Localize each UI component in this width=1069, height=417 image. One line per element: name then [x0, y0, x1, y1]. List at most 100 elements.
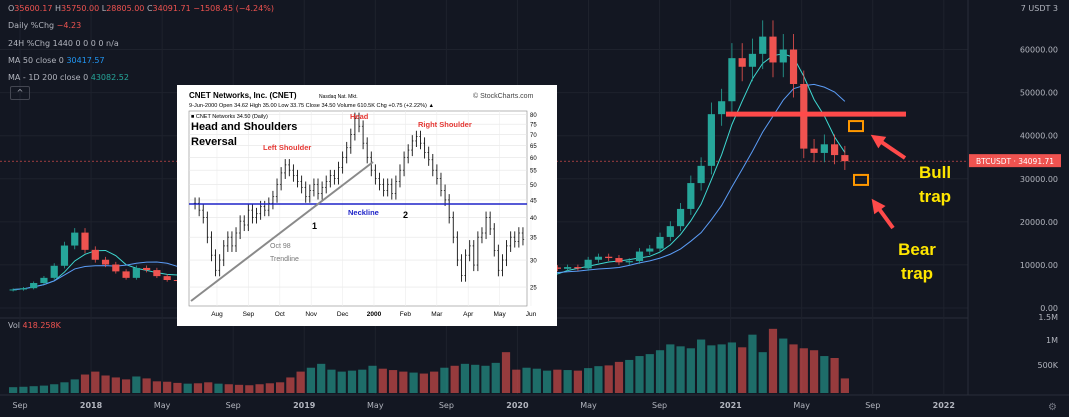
volume-bar: [491, 362, 500, 393]
inset-price-tick: 45: [530, 198, 537, 204]
volume-bar: [255, 384, 264, 393]
inset-time-tick: Feb: [400, 311, 412, 318]
volume-bars: [9, 328, 849, 393]
24h-change-indicator[interactable]: 24H %Chg 1440 0 0 0 0 n/a: [8, 39, 119, 48]
inset-price-tick: 25: [530, 286, 537, 292]
candle-body: [820, 144, 828, 153]
volume-bar: [584, 368, 593, 393]
volume-bar: [481, 365, 490, 393]
volume-bar: [666, 344, 675, 393]
inset-time-tick: 2000: [367, 311, 382, 318]
inset-legend: ■ CNET Networks 34.50 (Daily): [191, 114, 268, 120]
price-tick-label: 50000.00: [1020, 89, 1058, 98]
inset-price-tick: 75: [530, 123, 537, 129]
volume-bar: [224, 384, 233, 393]
candle-body: [635, 251, 644, 262]
neckline-label: Neckline: [348, 208, 379, 217]
inset-brand: © StockCharts.com: [473, 92, 534, 100]
point-one-label: 1: [312, 221, 317, 231]
volume-bar: [697, 339, 706, 393]
time-tick-label: 2020: [506, 401, 529, 410]
volume-bar: [80, 374, 90, 393]
volume-bar: [358, 369, 367, 393]
candle-body: [748, 53, 757, 67]
bear-trap-label-2: trap: [901, 264, 933, 283]
price-axis: 0.00 10000.00 20000.00 30000.00 40000.00 5000…: [969, 4, 1061, 370]
volume-bar: [39, 385, 49, 393]
ohlc-legend: O35600.17 H35750.00 L28805.00 C34091.71 …: [8, 4, 274, 13]
candle-body: [779, 49, 787, 63]
annotation-overlays: Bull trap Bear trap: [726, 111, 951, 283]
inset-title-line1: Head and Shoulders: [191, 121, 297, 133]
bull-trap-label-2: trap: [919, 187, 951, 206]
volume-bar: [286, 377, 295, 393]
volume-bar: [60, 382, 69, 393]
candle-body: [19, 288, 27, 290]
volume-bar: [532, 368, 541, 393]
ma50-indicator[interactable]: MA 50 close 0 30417.57: [8, 56, 105, 65]
volume-bar: [9, 387, 18, 393]
candle-body: [759, 36, 767, 54]
volume-bar: [748, 334, 757, 393]
time-tick-label: 2022: [933, 401, 955, 410]
chart-settings-gear-icon[interactable]: ⚙: [1048, 402, 1057, 413]
candle-body: [50, 265, 58, 278]
volume-bar: [717, 344, 726, 393]
volume-bar: [70, 379, 79, 393]
candle-body: [789, 49, 798, 84]
candle-body: [122, 271, 130, 278]
currency-label: 7 USDT 3: [1021, 4, 1058, 13]
time-tick-label: Sep: [865, 401, 880, 410]
bull-trap-label-1: Bull: [919, 163, 951, 182]
volume-bar: [625, 359, 634, 393]
volume-bar: [388, 370, 398, 393]
candle-body: [101, 259, 110, 265]
time-tick-label: May: [367, 401, 384, 410]
volume-bar: [645, 354, 654, 393]
candle-body: [718, 101, 726, 115]
point-two-label: 2: [403, 210, 408, 220]
ma200-indicator[interactable]: MA - 1D 200 close 0 43082.52: [8, 73, 129, 82]
volume-bar: [347, 370, 357, 393]
candle-body: [143, 267, 151, 271]
volume-bar: [542, 370, 552, 393]
price-tick-label: 20000.00: [1020, 218, 1058, 227]
volume-bar: [327, 369, 336, 393]
time-axis: Sep 2018 May Sep 2019 May Sep 2020 May Sep 2021 May…: [12, 401, 954, 410]
volume-bar: [214, 383, 223, 393]
candle-body: [584, 259, 592, 269]
candle-body: [71, 232, 79, 246]
candle-body: [810, 148, 818, 153]
volume-bar: [553, 369, 562, 393]
volume-bar: [234, 384, 244, 393]
inset-price-tick: 60: [530, 156, 537, 162]
volume-bar: [522, 367, 531, 393]
daily-change-indicator[interactable]: Daily %Chg −4.23: [8, 21, 82, 30]
inset-subheader: 9-Jun-2000 Open 34.62 High 35.00 Low 33.…: [189, 103, 434, 109]
candle-body: [605, 256, 613, 259]
bull-trap-box: [848, 120, 864, 133]
inset-plot-frame: [188, 110, 528, 307]
inset-time-tick: Nov: [305, 311, 317, 318]
volume-bar: [296, 371, 305, 393]
volume-bar: [758, 352, 767, 393]
volume-bar: [337, 371, 346, 393]
volume-bar: [183, 383, 192, 393]
bear-trap-box: [853, 173, 869, 186]
volume-bar: [306, 367, 316, 393]
trendline-label-line2: Trendline: [270, 256, 299, 263]
candle-body: [153, 270, 161, 277]
candle-body: [656, 236, 664, 249]
inset-price-tick: 40: [530, 216, 537, 222]
volume-bar: [635, 356, 644, 393]
collapse-indicators-button[interactable]: ^: [10, 86, 30, 100]
trendline-line: [190, 161, 374, 302]
volume-bar: [676, 346, 685, 393]
left-shoulder-label: Left Shoulder: [263, 143, 311, 152]
bull-trap-arrow: [870, 134, 907, 160]
candle-body: [841, 155, 849, 162]
time-tick-label: May: [793, 401, 810, 410]
volume-bar: [840, 378, 849, 393]
head-label: Head: [350, 112, 369, 121]
